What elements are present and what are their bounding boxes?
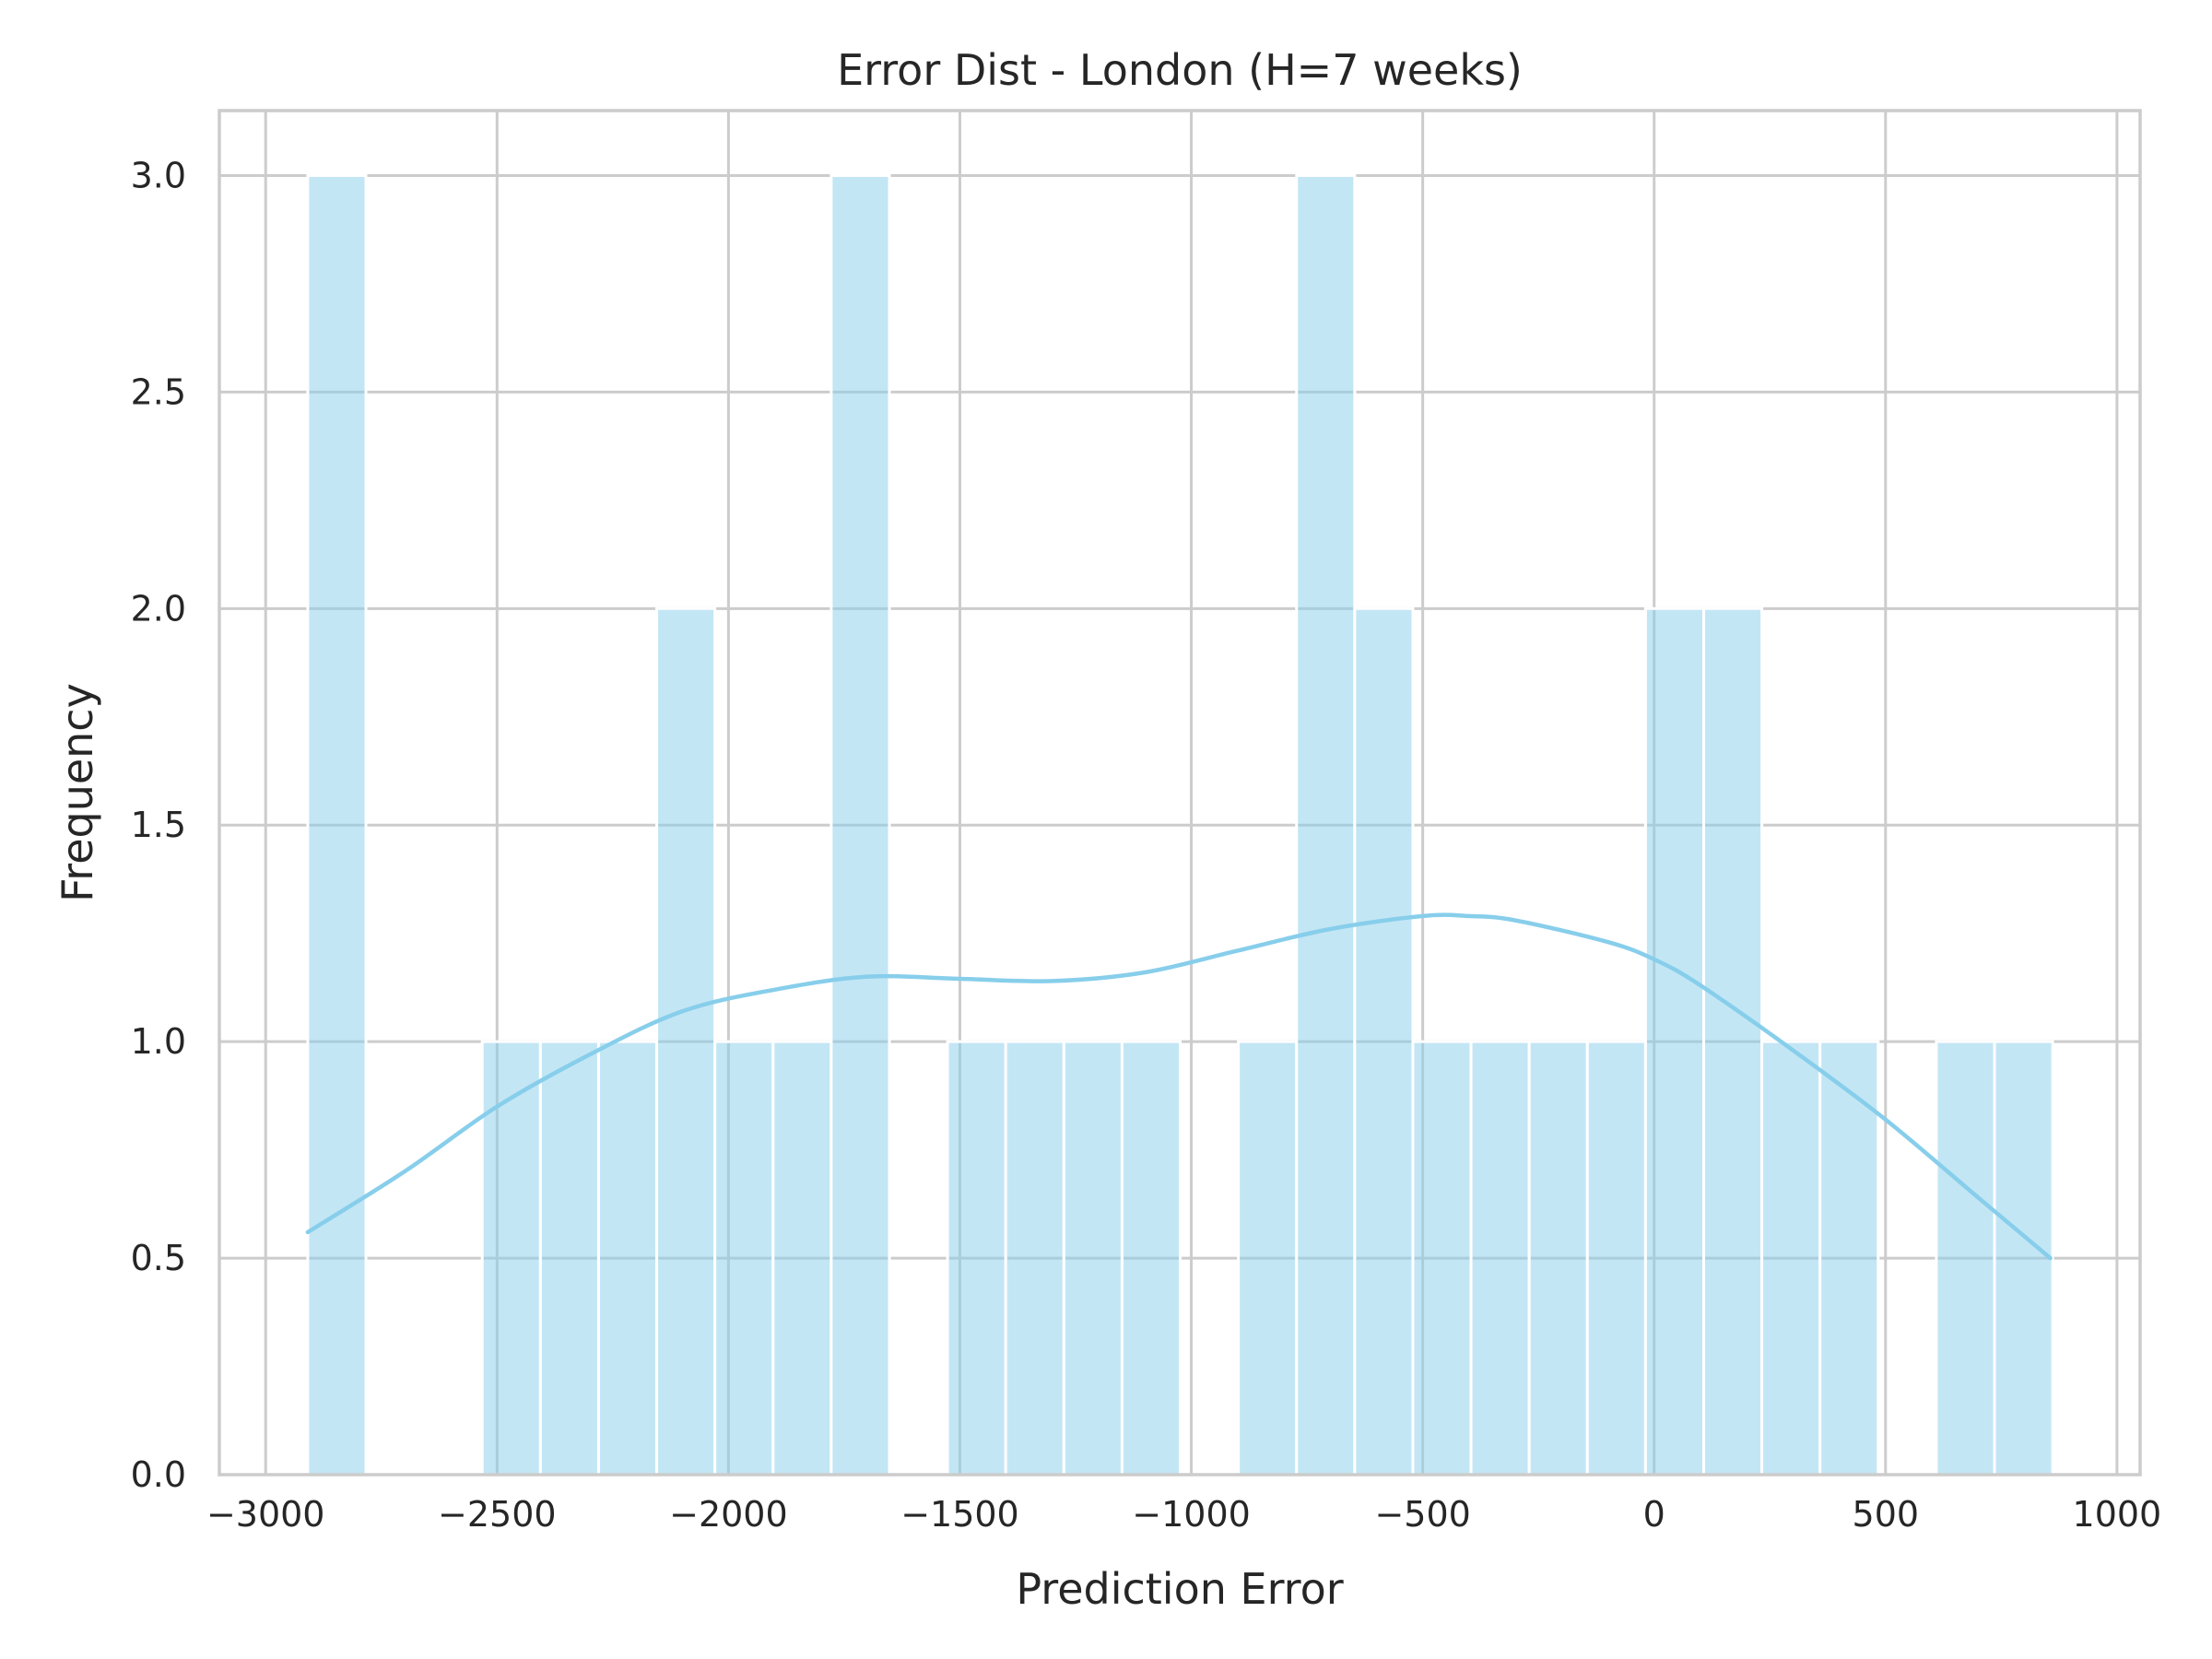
histogram-bar (1643, 606, 1705, 1477)
histogram-bar (713, 1040, 775, 1477)
x-tick-label: 500 (1853, 1494, 1920, 1535)
x-tick-label: −2500 (438, 1494, 557, 1535)
x-tick-label: −500 (1374, 1494, 1470, 1535)
histogram-bar (1469, 1040, 1531, 1477)
histogram-bar (1062, 1040, 1124, 1477)
y-tick-label: 1.0 (131, 1021, 186, 1062)
y-tick-label: 3.0 (131, 155, 186, 195)
histogram-bar (596, 1040, 659, 1477)
y-tick-label: 0.0 (131, 1454, 186, 1495)
histogram-bar (1120, 1040, 1182, 1477)
histogram-bar (655, 606, 717, 1477)
histogram-bar (946, 1040, 1007, 1477)
x-tick-labels: −3000 −2500 −2000 −1500 −1000 −500 0 500 1000 (206, 1494, 2161, 1535)
histogram-bar (1701, 606, 1764, 1477)
histogram-bar (1935, 1040, 1996, 1477)
histogram-bar (1818, 1040, 1880, 1477)
histogram-bar (1527, 1040, 1589, 1477)
plot-frame (218, 109, 2142, 1477)
histogram-bar (1993, 1040, 2054, 1477)
y-tick-label: 2.5 (131, 371, 186, 412)
y-tick-label: 1.5 (131, 805, 186, 845)
histogram-bar (1004, 1040, 1065, 1477)
histogram-bar (771, 1040, 833, 1477)
histogram-bar (1295, 173, 1357, 1477)
y-tick-labels: 0.0 0.5 1.0 1.5 2.0 2.5 3.0 (131, 155, 186, 1495)
histogram-bar (1411, 1040, 1473, 1477)
y-tick-label: 0.5 (131, 1238, 186, 1278)
x-tick-label: −2000 (669, 1494, 788, 1535)
y-axis-label: Frequency (53, 683, 102, 902)
histogram-bar (538, 1040, 600, 1477)
histogram-bars (306, 173, 2054, 1477)
x-tick-label: 1000 (2073, 1494, 2162, 1535)
histogram-bar (1760, 1040, 1822, 1477)
x-axis-label: Prediction Error (1016, 1564, 1343, 1614)
histogram-bar (1237, 1040, 1299, 1477)
kde-curve (305, 912, 2053, 1261)
x-tick-label: −1000 (1132, 1494, 1251, 1535)
x-tick-label: 0 (1643, 1494, 1665, 1535)
chart-title: Error Dist - London (H=7 weeks) (837, 45, 1523, 95)
histogram-bar (306, 173, 368, 1477)
histogram-bar (830, 173, 891, 1477)
histogram-bar (1353, 606, 1415, 1477)
x-tick-label: −3000 (206, 1494, 325, 1535)
y-tick-label: 2.0 (131, 588, 186, 629)
x-tick-label: −1500 (900, 1494, 1019, 1535)
histogram-bar (1585, 1040, 1647, 1477)
histogram-bar (480, 1040, 542, 1477)
